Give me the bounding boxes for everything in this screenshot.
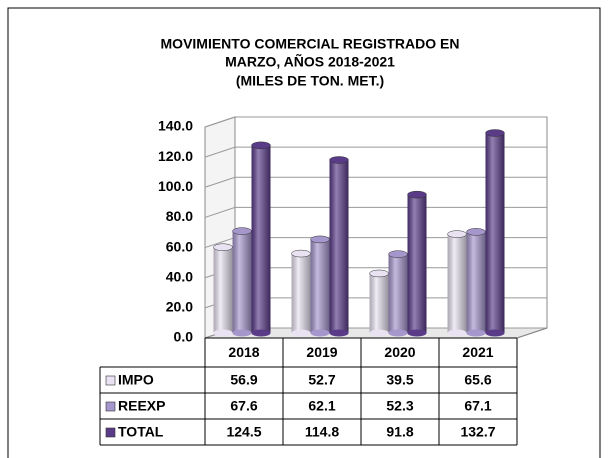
frame — [7, 7, 601, 458]
legend-swatch — [105, 375, 116, 386]
bar-shade — [388, 254, 408, 333]
bar-base — [213, 329, 233, 337]
y-tick-label: 120.0 — [158, 148, 193, 164]
bar-top — [369, 269, 389, 278]
table-value: 52.3 — [386, 398, 413, 414]
bar-top — [388, 250, 408, 258]
bar-shade — [369, 273, 389, 333]
bar-top — [251, 141, 271, 150]
bar-base — [447, 329, 467, 337]
bar — [407, 190, 427, 337]
legend-swatch — [105, 401, 116, 412]
bar-top — [407, 190, 427, 199]
bar-top — [310, 235, 330, 244]
bar-top — [213, 243, 233, 251]
table-value: 124.5 — [226, 424, 261, 440]
bar-base — [466, 329, 486, 337]
chart-title: MARZO, AÑOS 2018-2021 — [225, 53, 395, 70]
bar-shade — [291, 253, 311, 333]
table-value: 132.7 — [460, 424, 495, 440]
bar — [369, 269, 389, 337]
y-tick-label: 80.0 — [166, 208, 193, 224]
x-tick-label: 2021 — [462, 344, 493, 360]
chart-title: (MILES DE TON. MET.) — [236, 73, 384, 89]
bar-top — [232, 227, 252, 235]
x-tick-label: 2019 — [306, 344, 337, 360]
legend-swatch — [105, 427, 116, 438]
bar — [291, 249, 311, 337]
bar-base — [251, 329, 271, 337]
bar — [329, 156, 349, 337]
table-value: 65.6 — [464, 372, 491, 388]
bar-shade — [447, 234, 467, 333]
bar-shade — [213, 247, 233, 333]
bar-shade — [251, 145, 271, 333]
table-value: 67.6 — [230, 398, 257, 414]
bar — [466, 228, 486, 337]
y-tick-label: 60.0 — [166, 238, 193, 254]
legend-label: IMPO — [118, 372, 154, 388]
bar — [447, 230, 467, 337]
bar — [485, 129, 505, 337]
bar-top — [291, 249, 311, 258]
table-value: 67.1 — [464, 398, 491, 414]
legend-label: TOTAL — [118, 424, 164, 440]
bar — [251, 141, 271, 337]
bar-shade — [232, 231, 252, 333]
chart-title: MOVIMIENTO COMERCIAL REGISTRADO EN — [161, 36, 460, 52]
bar-base — [388, 329, 408, 337]
y-tick-label: 40.0 — [166, 268, 193, 284]
bar-top — [329, 156, 349, 164]
table-value: 52.7 — [308, 372, 335, 388]
bar-base — [485, 329, 505, 337]
x-tick-label: 2018 — [228, 344, 259, 360]
bar — [232, 227, 252, 337]
bar-base — [329, 329, 349, 337]
grid-line — [204, 116, 547, 128]
table-value: 56.9 — [230, 372, 257, 388]
bar-shade — [329, 159, 349, 333]
bar-shade — [485, 133, 505, 333]
table-value: 39.5 — [386, 372, 413, 388]
bar-shade — [310, 239, 330, 333]
bar-shade — [466, 231, 486, 333]
grid-line — [204, 176, 547, 188]
y-tick-label: 140.0 — [158, 118, 193, 134]
bar — [213, 243, 233, 337]
bar-base — [369, 329, 389, 337]
table-line — [516, 327, 548, 339]
grid-line — [204, 206, 547, 218]
grid-line — [204, 146, 547, 158]
y-tick-label: 0.0 — [174, 329, 194, 345]
bar-base — [407, 329, 427, 337]
bar-base — [310, 329, 330, 337]
bar-base — [232, 329, 252, 337]
legend-label: REEXP — [118, 398, 165, 414]
bar — [388, 250, 408, 337]
bar — [310, 235, 330, 337]
bar-top — [485, 129, 505, 137]
bar-base — [291, 329, 311, 337]
table-value: 62.1 — [308, 398, 335, 414]
bar-top — [447, 230, 467, 238]
bar-top — [466, 228, 486, 236]
bar-shade — [407, 194, 427, 333]
y-tick-label: 100.0 — [158, 178, 193, 194]
table-value: 91.8 — [386, 424, 413, 440]
table-value: 114.8 — [305, 424, 339, 440]
y-tick-label: 20.0 — [166, 299, 193, 315]
x-tick-label: 2020 — [384, 344, 415, 360]
